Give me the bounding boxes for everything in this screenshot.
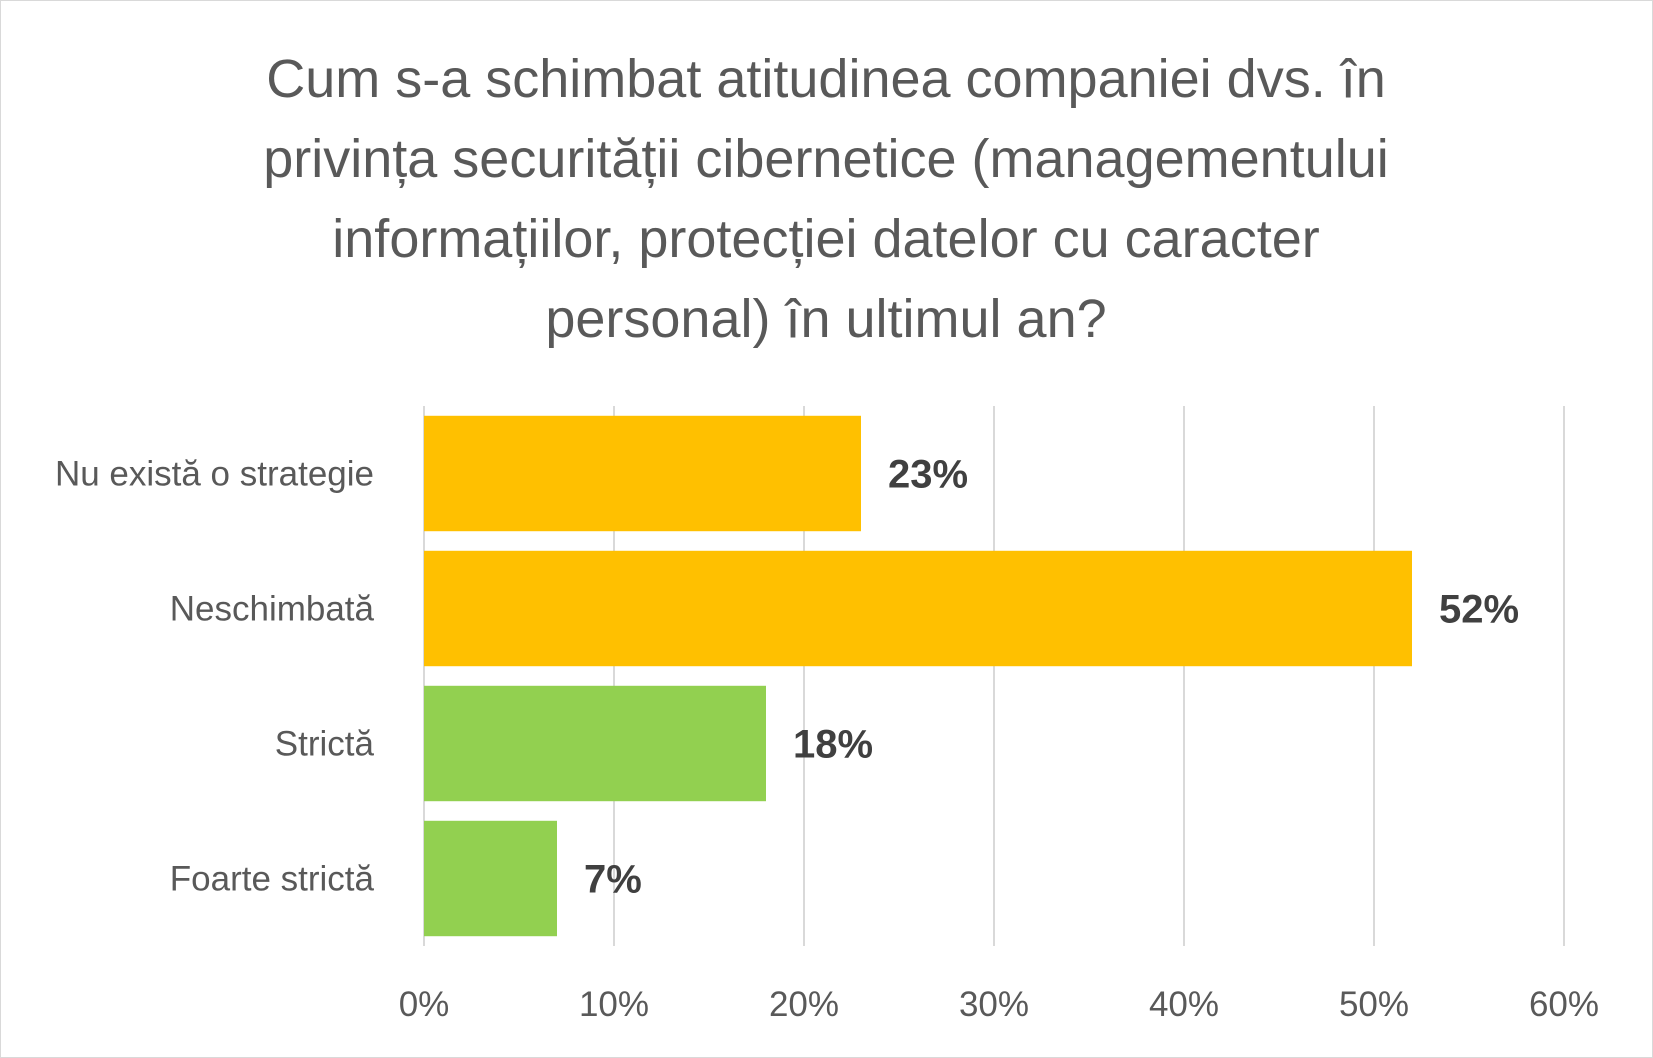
category-label: Nu există o strategie bbox=[55, 455, 374, 494]
category-label: Strictă bbox=[275, 725, 375, 764]
x-tick-label: 50% bbox=[1339, 985, 1409, 1024]
x-tick-label: 0% bbox=[399, 985, 450, 1024]
chart-title-line-2: privința securității cibernetice (manage… bbox=[263, 129, 1389, 189]
x-tick-label: 20% bbox=[769, 985, 839, 1024]
x-tick-label: 60% bbox=[1529, 985, 1599, 1024]
chart-title: Cum s-a schimbat atitudinea companiei dv… bbox=[81, 39, 1571, 359]
bar bbox=[424, 415, 861, 532]
data-label: 18% bbox=[793, 723, 873, 767]
bar bbox=[424, 820, 557, 937]
category-label: Foarte strictă bbox=[170, 860, 375, 899]
bar bbox=[424, 550, 1412, 667]
data-label: 23% bbox=[888, 453, 968, 497]
chart-title-line-4: personal) în ultimul an? bbox=[545, 289, 1107, 349]
data-label: 7% bbox=[584, 858, 642, 902]
category-label: Neschimbată bbox=[170, 590, 375, 629]
chart-title-line-1: Cum s-a schimbat atitudinea companiei dv… bbox=[266, 49, 1386, 109]
x-tick-label: 10% bbox=[579, 985, 649, 1024]
bar bbox=[424, 685, 766, 802]
data-label: 52% bbox=[1439, 588, 1519, 632]
chart-title-line-3: informațiilor, protecției datelor cu car… bbox=[332, 209, 1320, 269]
x-tick-label: 30% bbox=[959, 985, 1029, 1024]
x-tick-label: 40% bbox=[1149, 985, 1219, 1024]
